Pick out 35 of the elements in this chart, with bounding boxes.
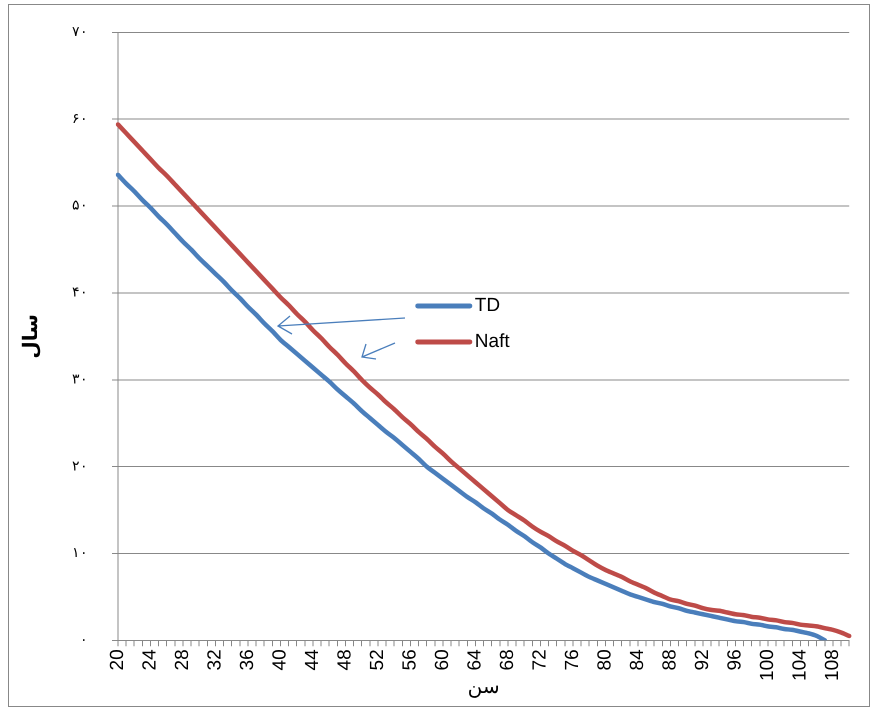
y-tick-label: ۴۰ — [72, 284, 88, 301]
x-tick-label: 88 — [660, 649, 681, 670]
y-axis-title: سال — [18, 314, 42, 359]
x-tick-label: 60 — [432, 649, 454, 670]
y-tick-label: ۰ — [80, 632, 88, 648]
y-tick-label: ۷۰ — [72, 24, 88, 40]
x-tick-label: 24 — [140, 648, 161, 670]
x-tick-label: 92 — [692, 649, 714, 670]
x-tick-label: 36 — [237, 649, 258, 670]
legend-label: Naft — [474, 331, 510, 352]
x-tick-label: 56 — [400, 649, 421, 670]
x-tick-label: 64 — [464, 648, 486, 670]
x-tick-label: 32 — [204, 649, 226, 670]
x-tick-label: 96 — [724, 649, 746, 670]
y-tick-label: ۱۰ — [72, 545, 88, 562]
x-tick-label: 108 — [822, 649, 844, 681]
x-tick-label: 100 — [757, 649, 778, 681]
x-tick-label: 84 — [627, 648, 648, 670]
x-tick-label: 48 — [334, 649, 356, 670]
x-tick-label: 80 — [594, 649, 616, 670]
x-tick-label: 20 — [107, 649, 128, 670]
y-tick-label: ۳۰ — [72, 371, 88, 388]
x-tick-label: 28 — [172, 649, 194, 670]
y-tick-label: ۶۰ — [72, 110, 88, 127]
y-tick-label: ۵۰ — [72, 198, 88, 214]
x-tick-label: 104 — [790, 648, 811, 681]
x-tick-label: 40 — [270, 649, 291, 670]
x-tick-label: 44 — [302, 648, 324, 670]
x-axis-title: سن — [468, 674, 500, 698]
x-tick-label: 68 — [497, 649, 518, 670]
y-tick-label: ۲۰ — [72, 458, 88, 474]
x-tick-label: 72 — [530, 649, 551, 670]
x-tick-label: 76 — [562, 649, 584, 670]
legend-label: TD — [474, 295, 500, 316]
x-tick-label: 52 — [367, 649, 388, 670]
